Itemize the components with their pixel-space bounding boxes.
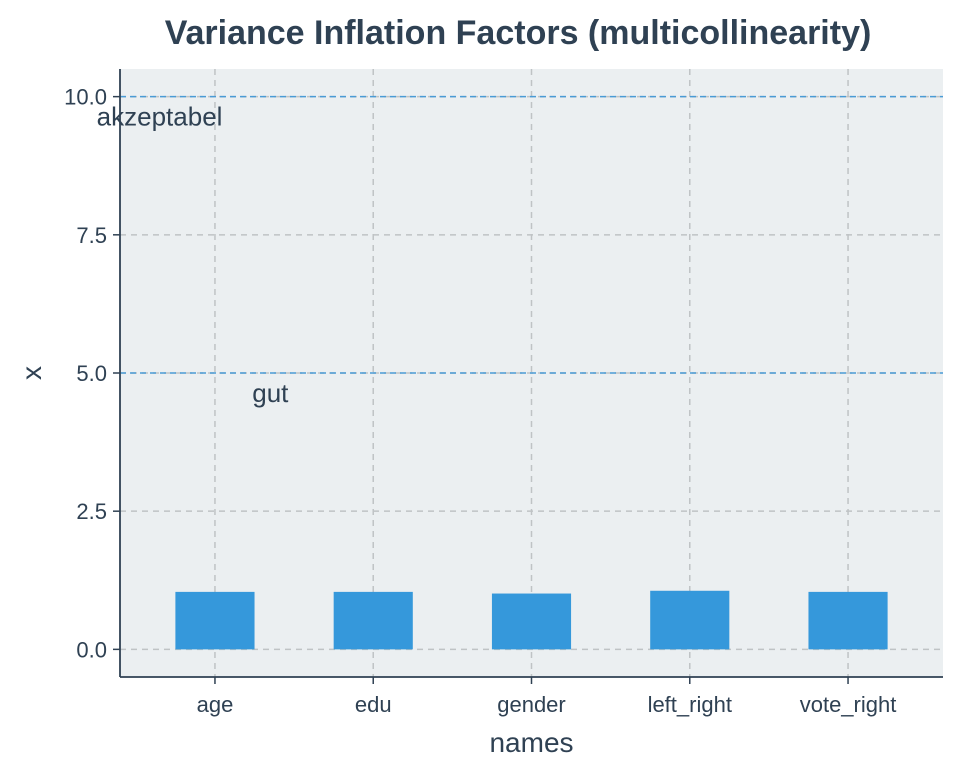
bar-gender bbox=[491, 593, 572, 650]
y-tick-label-3: 7.5 bbox=[76, 223, 107, 248]
bar-age bbox=[175, 591, 255, 650]
bar-left_right bbox=[650, 590, 730, 650]
x-tick-label-vote_right: vote_right bbox=[800, 692, 897, 717]
annotation-gut: gut bbox=[252, 378, 289, 408]
x-tick-label-gender: gender bbox=[497, 692, 566, 717]
x-axis-title: names bbox=[489, 727, 573, 758]
bars bbox=[175, 590, 888, 650]
y-tick-label-1: 2.5 bbox=[76, 499, 107, 524]
x-tick-label-age: age bbox=[197, 692, 234, 717]
y-tick-label-4: 10.0 bbox=[64, 85, 107, 110]
annotations: akzeptabel gut bbox=[97, 102, 290, 408]
bar-vote_right bbox=[808, 591, 888, 650]
bar-edu bbox=[333, 591, 413, 650]
y-tick-label-2: 5.0 bbox=[76, 361, 107, 386]
chart-title: Variance Inflation Factors (multicolline… bbox=[165, 14, 872, 52]
annotation-akzeptabel: akzeptabel bbox=[97, 102, 223, 132]
x-tick-label-left_right: left_right bbox=[648, 692, 732, 717]
reference-lines bbox=[120, 95, 943, 374]
x-tick-label-edu: edu bbox=[355, 692, 392, 717]
y-tick-label-0: 0.0 bbox=[76, 637, 107, 662]
tick-labels: 0.0 2.5 5.0 7.5 10.0 age edu gender left_right vo… bbox=[64, 85, 896, 717]
y-axis-title: x bbox=[16, 366, 47, 380]
